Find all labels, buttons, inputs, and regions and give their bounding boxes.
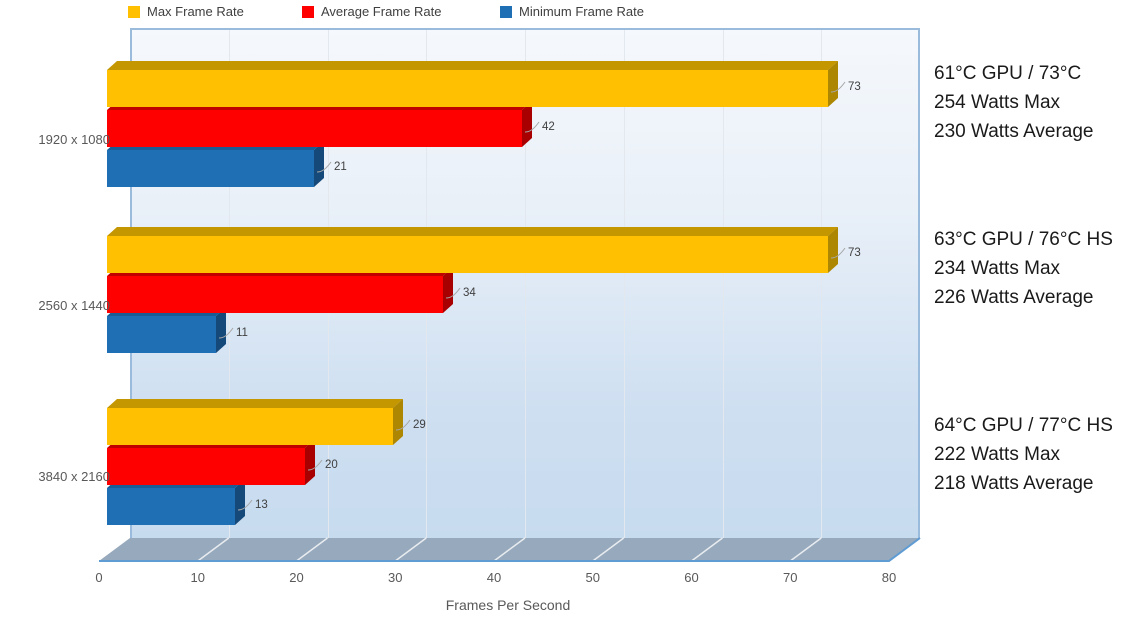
x-tick-label: 60 [684, 570, 699, 585]
x-tick-label: 0 [95, 570, 103, 585]
legend-label-max: Max Frame Rate [147, 4, 244, 19]
x-tick-label: 20 [289, 570, 304, 585]
bar-max-3840x2160-top-face [107, 399, 403, 408]
bar-max-2560x1440-top-face [107, 227, 838, 236]
gridline [525, 30, 526, 538]
bar-max-2560x1440-end-face [828, 227, 838, 273]
x-tick-label: 30 [388, 570, 403, 585]
bar-min-2560x1440-value-label: 11 [236, 327, 248, 339]
bar-avg-3840x2160-value-label: 20 [325, 459, 338, 471]
legend-item-max: Max Frame Rate [128, 4, 244, 19]
bar-max-1920x1080-top-face [107, 61, 838, 70]
bar-avg-2560x1440-value-label: 34 [463, 287, 476, 299]
bar-avg-2560x1440 [107, 276, 443, 313]
leader-line [316, 161, 332, 173]
bar-max-1920x1080 [107, 70, 828, 107]
x-tick-label: 10 [190, 570, 205, 585]
bar-min-1920x1080-end-face [314, 141, 324, 187]
bar-max-2560x1440 [107, 236, 828, 273]
bar-max-3840x2160 [107, 408, 393, 445]
bar-max-1920x1080-value-label: 73 [848, 81, 861, 93]
leader-line [307, 459, 323, 471]
annotation-block-3840x2160: 64°C GPU / 77°C HS 222 Watts Max 218 Watts… [934, 411, 1113, 498]
bar-max-3840x2160-end-face [393, 399, 403, 445]
bar-avg-2560x1440-end-face [443, 267, 453, 313]
leader-line [395, 419, 411, 431]
annotation-block-1920x1080: 61°C GPU / 73°C 254 Watts Max 230 Watts Av… [934, 59, 1094, 146]
category-label-1920x1080: 1920 x 1080 [38, 132, 110, 147]
annotation-line: 226 Watts Average [934, 287, 1094, 308]
annotation-line: 254 Watts Max [934, 92, 1061, 113]
leader-line [830, 247, 846, 259]
leader-line [237, 499, 253, 511]
legend-item-minimum: Minimum Frame Rate [500, 4, 644, 19]
gridline [722, 30, 724, 538]
bar-min-3840x2160 [107, 488, 235, 525]
annotation-line: 218 Watts Average [934, 473, 1094, 494]
annotation-line: 222 Watts Max [934, 444, 1061, 465]
annotation-line: 234 Watts Max [934, 258, 1061, 279]
bar-avg-1920x1080-value-label: 42 [542, 121, 555, 133]
x-tick-label: 70 [783, 570, 798, 585]
annotation-line: 230 Watts Average [934, 121, 1094, 142]
bar-avg-3840x2160 [107, 448, 305, 485]
x-tick-label: 40 [486, 570, 502, 585]
x-tick-label: 80 [881, 570, 897, 585]
bar-avg-1920x1080 [107, 110, 522, 147]
x-axis-title: Frames Per Second [445, 597, 571, 613]
bar-max-1920x1080-end-face [828, 61, 838, 107]
legend-swatch-average-icon [302, 5, 314, 18]
bar-min-1920x1080-value-label: 21 [334, 161, 347, 173]
bar-min-2560x1440 [107, 316, 216, 353]
bar-max-3840x2160-value-label: 29 [413, 419, 426, 431]
leader-line [445, 287, 461, 299]
leader-line [524, 121, 540, 133]
bar-min-3840x2160-value-label: 13 [255, 499, 268, 511]
category-label-2560x1440: 2560 x 1440 [38, 298, 110, 313]
annotation-line: 64°C GPU / 77°C HS [934, 415, 1113, 436]
leader-line [830, 81, 846, 93]
bar-avg-1920x1080-end-face [522, 101, 532, 147]
legend-swatch-minimum-icon [500, 5, 512, 18]
gridline [821, 30, 823, 538]
legend-label-minimum: Minimum Frame Rate [519, 4, 644, 19]
legend-item-average: Average Frame Rate [302, 4, 441, 19]
category-label-3840x2160: 3840 x 2160 [38, 469, 110, 484]
annotation-line: 61°C GPU / 73°C [934, 63, 1082, 84]
annotation-block-2560x1440: 63°C GPU / 76°C HS 234 Watts Max 226 Watts… [934, 225, 1113, 312]
legend-label-average: Average Frame Rate [321, 4, 442, 19]
bar-min-2560x1440-end-face [216, 307, 226, 353]
x-tick-label: 50 [585, 570, 600, 585]
annotation-line: 63°C GPU / 76°C HS [934, 229, 1113, 250]
bar-min-1920x1080 [107, 150, 314, 187]
gridline [623, 30, 625, 538]
bar-avg-3840x2160-end-face [305, 439, 315, 485]
bar-min-3840x2160-end-face [235, 479, 245, 525]
bar-max-2560x1440-value-label: 73 [848, 247, 861, 259]
legend-swatch-max-icon [128, 5, 140, 18]
leader-line [218, 327, 234, 339]
